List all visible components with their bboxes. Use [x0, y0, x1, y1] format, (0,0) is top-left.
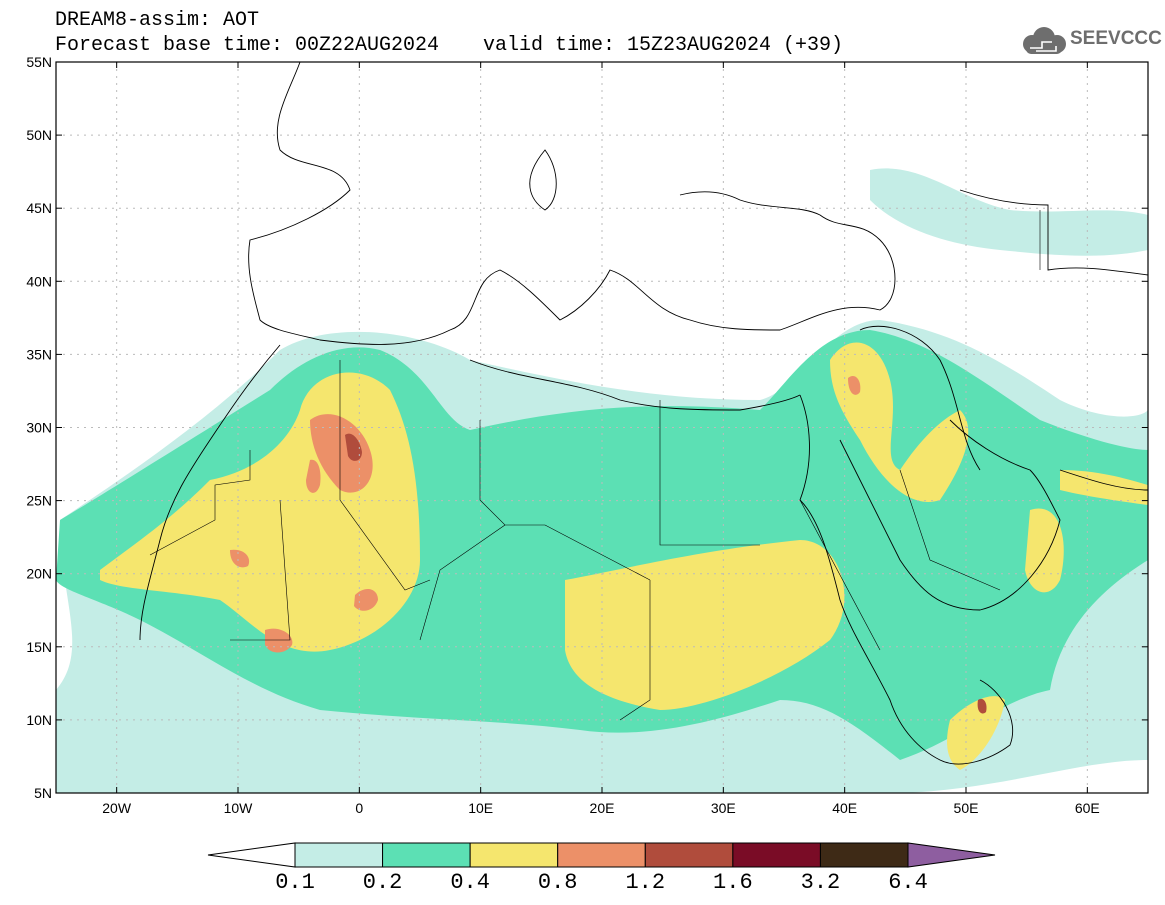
lat-tick-label: 15N: [26, 639, 52, 655]
lat-tick-label: 25N: [26, 493, 52, 509]
lat-tick-label: 40N: [26, 273, 52, 289]
lon-tick-label: 10W: [224, 800, 254, 816]
colorbar-box: [294, 842, 384, 868]
lon-tick-label: 20W: [102, 800, 132, 816]
coastlines: [139, 62, 1148, 765]
lat-tick-label: 50N: [26, 127, 52, 143]
colorbar-box: [557, 842, 646, 868]
colorbar-level-label: 1.6: [713, 870, 753, 895]
chart-title: DREAM8-assim: AOT: [55, 9, 260, 32]
valid-time: valid time: 15Z23AUG2024 (+39): [483, 34, 844, 57]
colorbar-level-label: 3.2: [800, 870, 841, 895]
lon-tick-label: 10E: [468, 800, 493, 816]
colorbar-level-label: 0.4: [450, 870, 490, 895]
colorbar-under-triangle: [207, 842, 296, 868]
lat-tick-label: 20N: [26, 566, 52, 582]
colorbar-box: [382, 842, 471, 868]
cloud-logo-icon: [1023, 27, 1066, 54]
colorbar-level-label: 0.1: [275, 870, 315, 895]
lon-tick-label: 0: [355, 800, 363, 816]
logo-text: SEEVCCC: [1070, 28, 1162, 49]
colorbar-level-label: 1.2: [625, 870, 666, 895]
colorbar: [207, 842, 996, 868]
lat-tick-label: 45N: [26, 200, 52, 216]
lon-tick-label: 40E: [832, 800, 857, 816]
lat-tick-label: 30N: [26, 420, 52, 436]
country-borders: [149, 210, 1041, 721]
colorbar-level-label: 0.8: [537, 870, 578, 895]
colorbar-box: [732, 842, 821, 868]
map-axes: 20W 10W 0 10E 20E 30E 40E 50E 60E 55N 50N 45N 40N 35N…: [26, 54, 1148, 816]
lat-tick-label: 5N: [34, 785, 52, 801]
lon-tick-label: 30E: [711, 800, 736, 816]
lon-tick-label: 50E: [954, 800, 979, 816]
colorbar-box: [819, 842, 909, 868]
lat-tick-label: 10N: [26, 712, 52, 728]
lon-tick-label: 20E: [590, 800, 615, 816]
colorbar-over-triangle: [907, 842, 996, 868]
colorbar-level-label: 6.4: [888, 870, 928, 895]
forecast-base-time: Forecast base time: 00Z22AUG2024: [55, 34, 440, 57]
lon-tick-label: 60E: [1075, 800, 1100, 816]
lat-tick-label: 55N: [26, 54, 52, 70]
colorbar-box: [644, 842, 734, 868]
graticule: [56, 62, 1148, 793]
colorbar-level-label: 0.2: [362, 870, 403, 895]
lat-tick-label: 35N: [26, 346, 52, 362]
colorbar-box: [469, 842, 559, 868]
